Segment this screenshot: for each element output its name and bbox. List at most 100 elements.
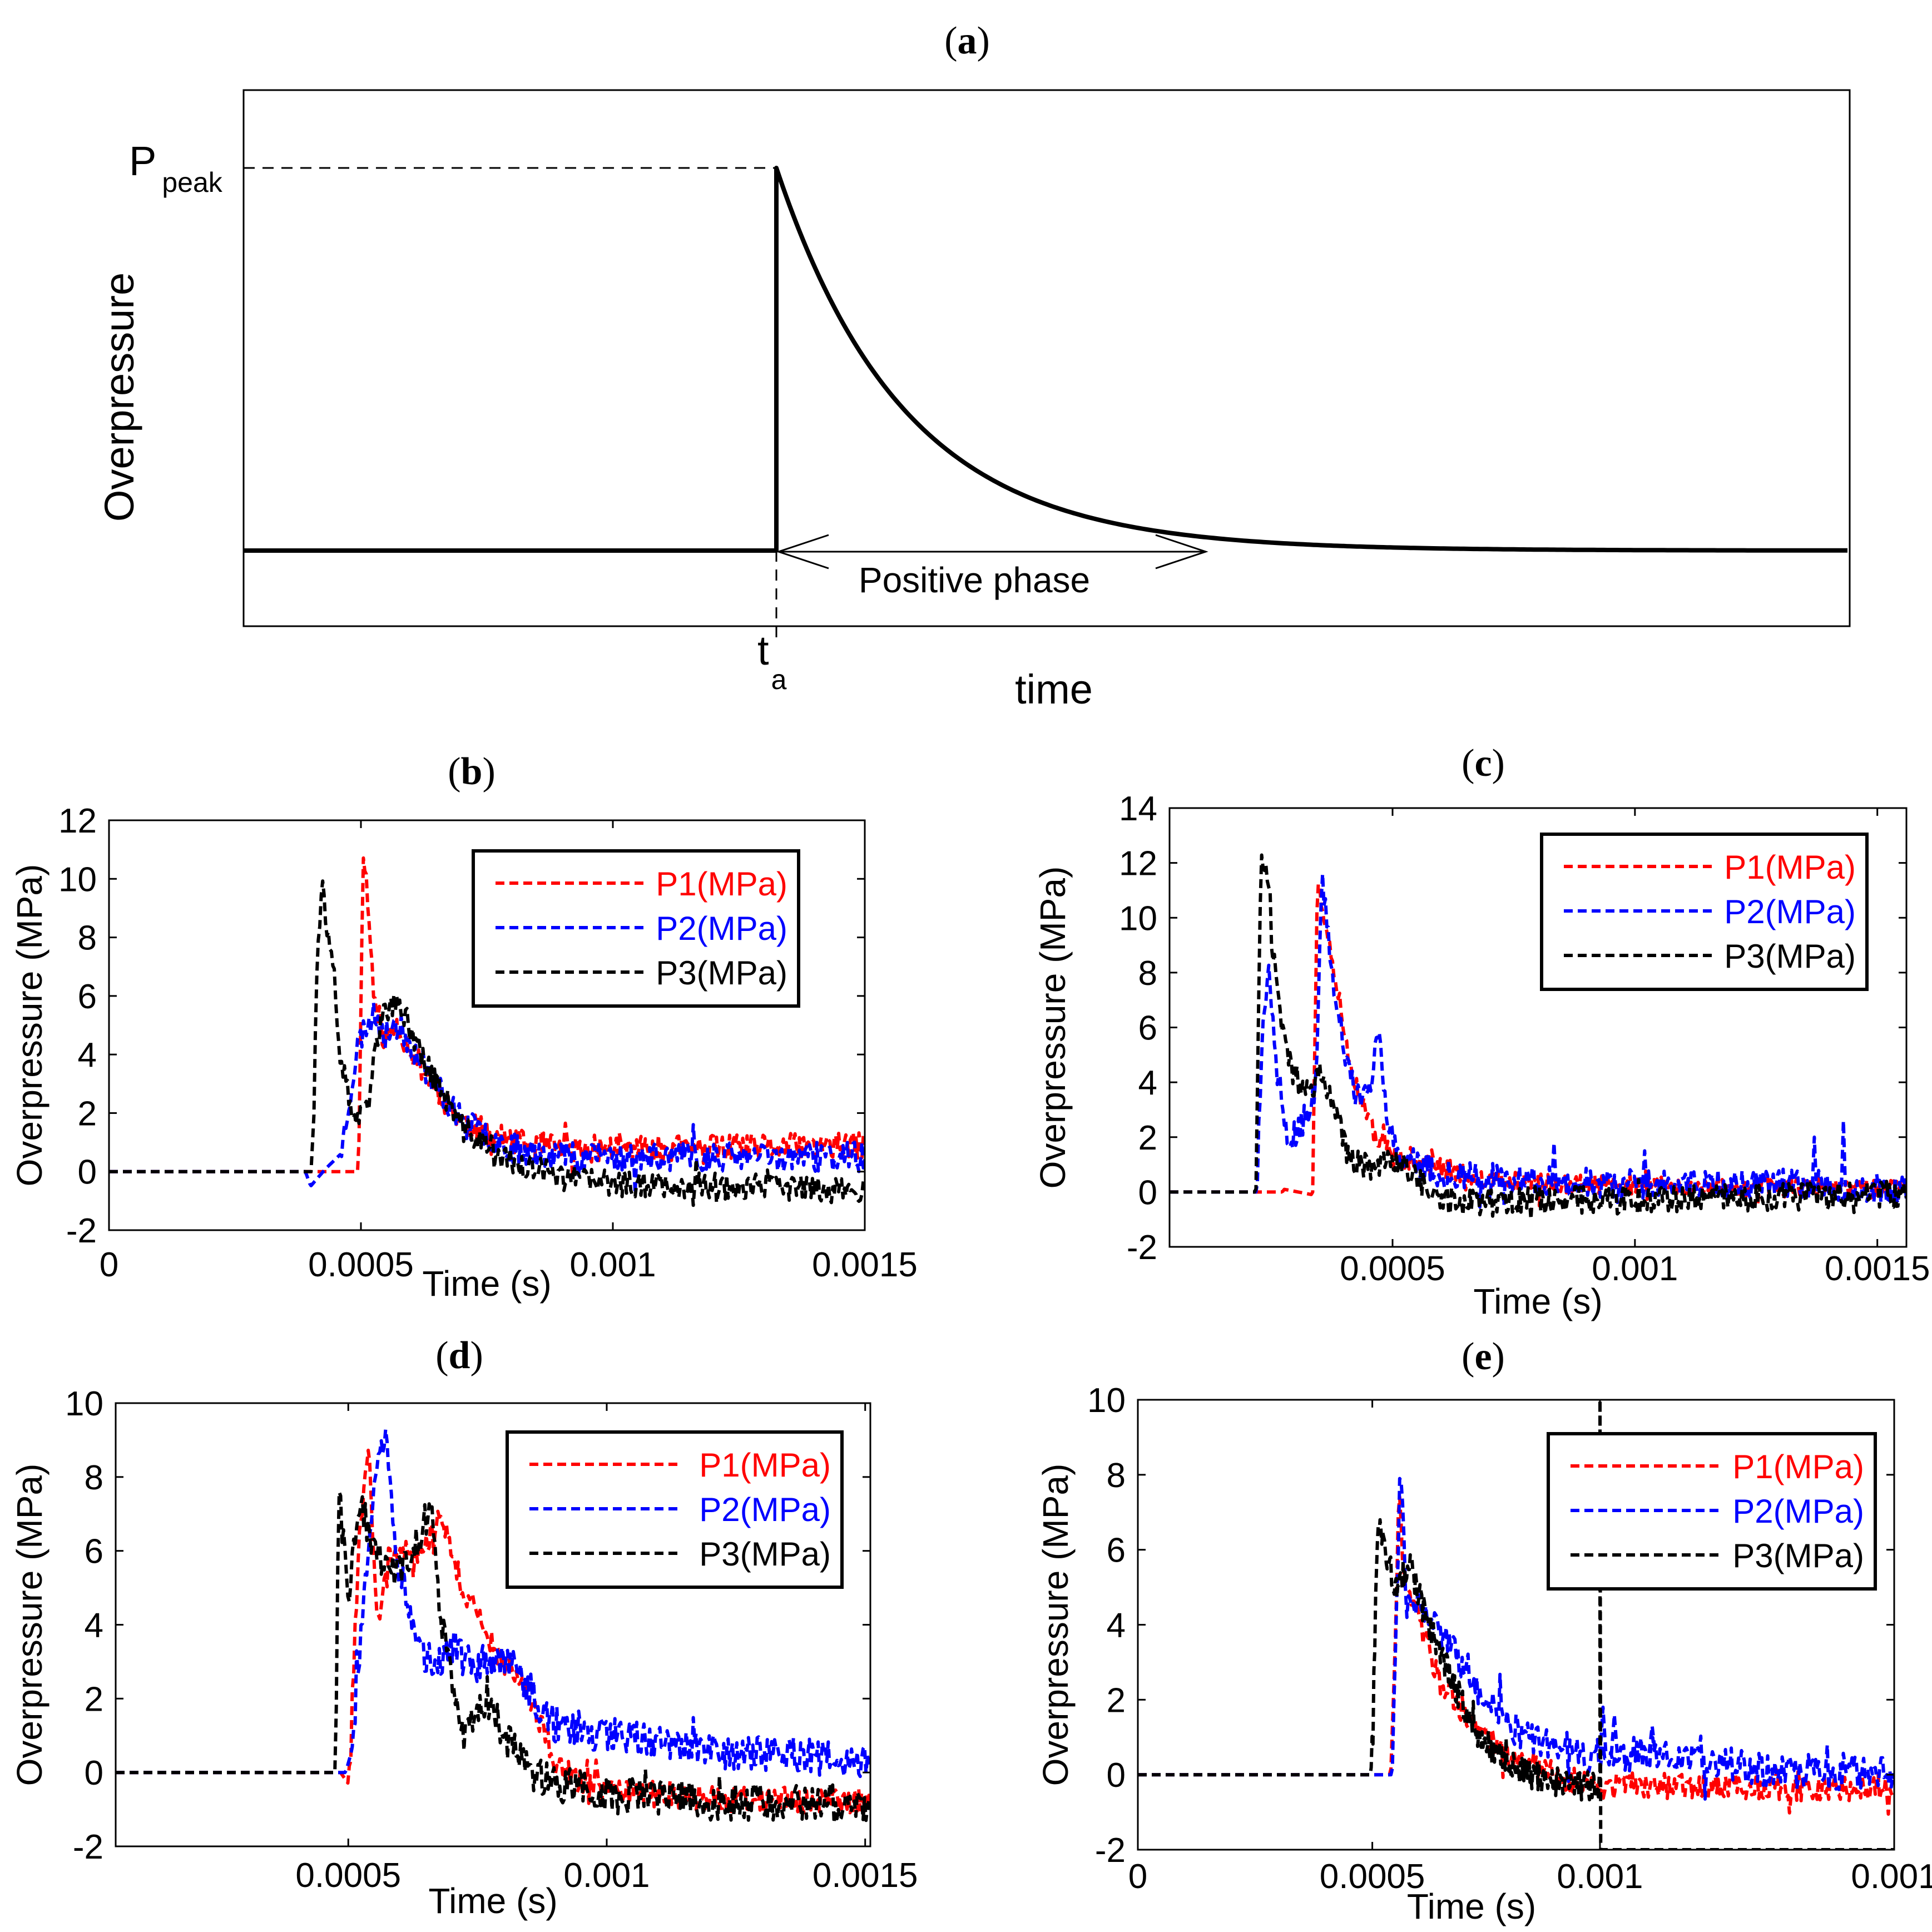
legend-entry: P2(MPa) bbox=[699, 1491, 831, 1528]
y-tick-label: 2 bbox=[1138, 1119, 1157, 1157]
x-tick-label: 0.001 bbox=[563, 1856, 650, 1895]
panel-a-ylabel: Overpressure bbox=[96, 273, 142, 522]
x-tick-label: 0.001 bbox=[1557, 1857, 1643, 1896]
panel-c-legend: P1(MPa) P2(MPa) P3(MPa) bbox=[1540, 833, 1869, 991]
y-tick-label: 10 bbox=[1119, 899, 1157, 938]
panel-b-ylabel: Overpressure (MPa) bbox=[9, 864, 49, 1187]
y-tick-label: 2 bbox=[1107, 1681, 1126, 1720]
y-tick-label: 4 bbox=[78, 1036, 97, 1074]
legend-entry: P3(MPa) bbox=[699, 1535, 831, 1573]
y-tick-label: 12 bbox=[1119, 845, 1157, 883]
panel-c-ylabel: Overpressure (MPa) bbox=[1033, 866, 1073, 1189]
panel-c-plot-area bbox=[1170, 853, 1906, 1221]
x-tick-label: 0.001 bbox=[1592, 1250, 1678, 1288]
panel-e-title: (e) bbox=[1462, 1335, 1505, 1378]
panel-b-legend: P1(MPa) P2(MPa) P3(MPa) bbox=[472, 849, 800, 1008]
panel-b-title: (b) bbox=[448, 750, 496, 793]
ta-label: ta bbox=[757, 627, 787, 695]
panel-d-xlabel: Time (s) bbox=[428, 1881, 557, 1921]
x-tick-label: 0.0015 bbox=[812, 1246, 918, 1284]
x-tick-label: 0 bbox=[100, 1246, 118, 1284]
series-line-p2 bbox=[1138, 1477, 1894, 1801]
y-tick-label: 6 bbox=[1107, 1532, 1126, 1570]
series-line-p3 bbox=[116, 1490, 870, 1825]
y-tick-label: 6 bbox=[78, 978, 97, 1016]
positive-phase-label: Positive phase bbox=[859, 560, 1090, 600]
legend-entry: P3(MPa) bbox=[1732, 1537, 1864, 1574]
legend-entry: P2(MPa) bbox=[1732, 1493, 1864, 1530]
x-tick-label: 0.001 bbox=[569, 1246, 656, 1284]
y-tick-label: 8 bbox=[78, 919, 97, 958]
panel-c-title: (c) bbox=[1462, 742, 1505, 785]
panel-e-plot-area bbox=[1138, 1400, 1894, 1850]
series-line-p2 bbox=[109, 1000, 865, 1196]
legend-entry: P1(MPa) bbox=[1732, 1448, 1864, 1485]
x-tick-label: 0 bbox=[1128, 1857, 1147, 1896]
y-tick-label: 10 bbox=[65, 1385, 103, 1423]
y-tick-label: 8 bbox=[85, 1459, 103, 1497]
panel-a-title: (a) bbox=[944, 19, 990, 62]
ta-label-main: t bbox=[757, 627, 769, 673]
legend-entry: P1(MPa) bbox=[656, 865, 787, 903]
x-tick-label: 0.0005 bbox=[1340, 1250, 1445, 1288]
panel-e-xlabel: Time (s) bbox=[1407, 1886, 1536, 1926]
panel-a-title-open: ( bbox=[944, 19, 957, 62]
y-tick-label: 0 bbox=[1107, 1756, 1126, 1795]
y-tick-label: -2 bbox=[1127, 1228, 1157, 1267]
panel-d-legend: P1(MPa) P2(MPa) P3(MPa) bbox=[506, 1430, 844, 1589]
x-tick-label: 0.0005 bbox=[308, 1246, 414, 1284]
panel-d-ylabel: Overpressure (MPa) bbox=[9, 1464, 49, 1786]
panel-e-ylabel: Overpressure (MPa) bbox=[1036, 1464, 1076, 1786]
y-tick-label: 0 bbox=[1138, 1173, 1157, 1212]
y-tick-label: 2 bbox=[85, 1680, 103, 1718]
legend-entry: P2(MPa) bbox=[1724, 893, 1856, 930]
peak-label-main: P bbox=[129, 138, 156, 184]
positive-phase-arrow bbox=[776, 534, 1208, 569]
x-tick-label: 0.0005 bbox=[1320, 1857, 1425, 1896]
y-tick-label: 0 bbox=[85, 1754, 103, 1792]
y-tick-label: 8 bbox=[1138, 954, 1157, 993]
legend-entry: P1(MPa) bbox=[1724, 849, 1856, 886]
panel-b-plot-area bbox=[109, 856, 865, 1207]
series-line-p3 bbox=[1170, 853, 1906, 1221]
y-tick-label: 4 bbox=[1107, 1607, 1126, 1645]
panel-b-xlabel: Time (s) bbox=[422, 1264, 551, 1304]
y-tick-label: 10 bbox=[1087, 1381, 1126, 1420]
panel-a-title-close: ) bbox=[977, 19, 990, 62]
y-tick-label: -2 bbox=[1095, 1831, 1126, 1870]
y-tick-label: -2 bbox=[66, 1212, 97, 1250]
y-tick-label: -2 bbox=[73, 1828, 103, 1866]
panel-b-frame bbox=[108, 819, 866, 1231]
x-tick-label: 0.0015 bbox=[1825, 1250, 1930, 1288]
x-tick-label: 0.0005 bbox=[295, 1856, 401, 1895]
panel-d-title: (d) bbox=[435, 1334, 483, 1377]
y-tick-label: 8 bbox=[1107, 1457, 1126, 1495]
y-tick-label: 6 bbox=[1138, 1009, 1157, 1048]
panel-d: (d) -2 0 2 4 6 8 10 0.0005 0.001 0.0015 Time (s) Ove… bbox=[9, 1334, 918, 1921]
x-tick-label: 0.001 bbox=[1851, 1857, 1932, 1896]
legend-entry: P1(MPa) bbox=[699, 1446, 831, 1484]
overpressure-curve bbox=[244, 166, 1847, 553]
series-line-p3 bbox=[109, 879, 865, 1207]
panel-a-title-letter: a bbox=[958, 19, 977, 62]
legend-entry: P2(MPa) bbox=[656, 910, 787, 947]
panel-a-xlabel: time bbox=[1015, 666, 1093, 712]
legend-entry: P3(MPa) bbox=[656, 954, 787, 992]
panel-d-plot-area bbox=[116, 1428, 870, 1825]
panel-c-xlabel: Time (s) bbox=[1473, 1281, 1602, 1321]
y-tick-label: 2 bbox=[78, 1094, 97, 1133]
series-line-p3 bbox=[1138, 1400, 1894, 1850]
y-tick-label: 4 bbox=[1138, 1064, 1157, 1102]
legend-entry: P3(MPa) bbox=[1724, 938, 1856, 975]
y-tick-label: 4 bbox=[85, 1607, 103, 1645]
peak-label-sub: peak bbox=[162, 167, 222, 198]
y-tick-label: 10 bbox=[58, 860, 97, 899]
panel-e-legend: P1(MPa) P2(MPa) P3(MPa) bbox=[1547, 1432, 1877, 1591]
y-tick-label: 6 bbox=[85, 1533, 103, 1571]
x-tick-label: 0.0015 bbox=[813, 1856, 918, 1895]
